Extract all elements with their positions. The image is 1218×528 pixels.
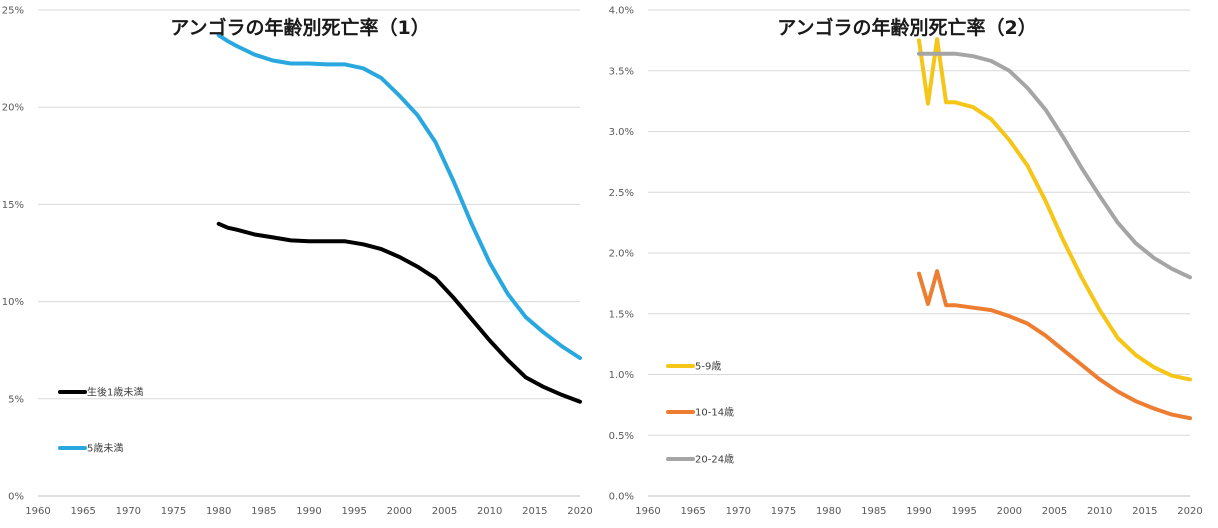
legend-label: 5歳未満 — [87, 443, 123, 455]
legend-label: 生後1歳未満 — [87, 386, 143, 399]
x-tick-label: 1995 — [951, 506, 976, 517]
legend-label: 20-24歳 — [695, 454, 734, 466]
x-tick-label: 1980 — [816, 506, 841, 517]
x-tick-label: 1960 — [25, 506, 50, 517]
x-tick-label: 1970 — [116, 506, 141, 517]
x-tick-label: 1990 — [906, 506, 931, 517]
x-tick-label: 1975 — [161, 506, 186, 517]
y-tick-label: 15% — [2, 200, 24, 211]
x-tick-label: 2020 — [1177, 506, 1202, 517]
y-tick-label: 0.5% — [609, 431, 634, 442]
chart-panel-2: 0.0% 0.5% 1.0% 1.5% 2.0% 2.5% 3.0% 3.5% 4.0% 1960… — [609, 6, 1203, 518]
series-line-2-2 — [917, 269, 1192, 421]
y-tick-label: 0% — [8, 492, 24, 503]
x-tick-label: 1970 — [726, 506, 751, 517]
y-tick-label: 0.0% — [609, 492, 634, 503]
y-tick-label: 5% — [8, 394, 24, 405]
x-tick-label: 2000 — [997, 506, 1022, 517]
y-tick-label: 1.0% — [609, 370, 634, 381]
y-tick-label: 10% — [2, 297, 24, 308]
x-tick-label: 1975 — [771, 506, 796, 517]
series-line-2-1 — [917, 37, 1192, 382]
chart-title: アンゴラの年齢別死亡率（2） — [777, 16, 1036, 39]
x-tick-label: 2010 — [477, 506, 502, 517]
x-tick-label: 2005 — [432, 506, 457, 517]
chart-panel-1: 0% 5% 10% 15% 20% 25% 1960 1965 1970 1975 1980 1985… — [2, 6, 593, 518]
x-tick-label: 2015 — [1132, 506, 1157, 517]
x-tick-label: 2010 — [1087, 506, 1112, 517]
x-tick-label: 1985 — [861, 506, 886, 517]
legend-label: 10-14歳 — [695, 407, 734, 419]
x-tick-label: 2005 — [1042, 506, 1067, 517]
series-line-1-1 — [216, 221, 582, 404]
legend-label: 5-9歳 — [695, 361, 721, 373]
x-tick-label: 1965 — [70, 506, 95, 517]
x-tick-label: 2000 — [387, 506, 412, 517]
x-tick-label: 2020 — [567, 506, 592, 517]
y-tick-label: 3.0% — [609, 127, 634, 138]
chart-title: アンゴラの年齢別死亡率（1） — [170, 16, 429, 39]
y-tick-label: 2.5% — [609, 188, 634, 199]
x-tick-label: 1985 — [251, 506, 276, 517]
x-tick-label: 1980 — [206, 506, 231, 517]
y-tick-label: 2.0% — [609, 249, 634, 260]
y-tick-label: 25% — [2, 6, 24, 17]
x-tick-label: 1990 — [296, 506, 321, 517]
x-tick-label: 1965 — [680, 506, 705, 517]
series-line-2-3 — [917, 51, 1192, 280]
y-tick-label: 4.0% — [609, 6, 634, 17]
y-tick-label: 3.5% — [609, 66, 634, 77]
x-tick-label: 1995 — [341, 506, 366, 517]
x-tick-label: 2015 — [522, 506, 547, 517]
series-line-1-2 — [216, 33, 582, 360]
y-tick-label: 20% — [2, 103, 24, 114]
y-tick-label: 1.5% — [609, 309, 634, 320]
x-tick-label: 1960 — [635, 506, 660, 517]
